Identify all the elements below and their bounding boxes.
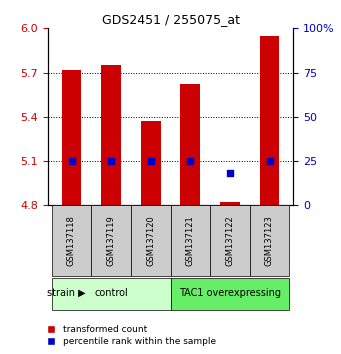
Bar: [52, 205, 91, 276]
Text: TAC1 overexpressing: TAC1 overexpressing: [179, 288, 281, 298]
Bar: [91, 205, 131, 276]
Bar: [170, 278, 289, 310]
Point: [148, 158, 153, 164]
Legend: transformed count, percentile rank within the sample: transformed count, percentile rank withi…: [39, 321, 220, 349]
Point: [108, 158, 114, 164]
Bar: [62, 70, 81, 205]
Text: GSM137120: GSM137120: [146, 215, 155, 266]
Text: control: control: [94, 288, 128, 298]
Bar: [250, 205, 289, 276]
Point: [267, 158, 272, 164]
Bar: [101, 65, 121, 205]
Point: [227, 171, 233, 176]
Title: GDS2451 / 255075_at: GDS2451 / 255075_at: [102, 13, 239, 26]
Bar: [52, 278, 170, 310]
Text: GSM137119: GSM137119: [107, 215, 116, 266]
Text: strain ▶: strain ▶: [47, 288, 86, 298]
Text: GSM137121: GSM137121: [186, 215, 195, 266]
Text: GSM137123: GSM137123: [265, 215, 274, 266]
Bar: [260, 36, 279, 205]
Point: [188, 158, 193, 164]
Text: GSM137122: GSM137122: [225, 215, 234, 266]
Bar: [180, 84, 200, 205]
Bar: [131, 205, 170, 276]
Text: GSM137118: GSM137118: [67, 215, 76, 266]
Bar: [141, 121, 161, 205]
Bar: [220, 202, 240, 205]
Point: [69, 158, 74, 164]
Bar: [210, 205, 250, 276]
Bar: [170, 205, 210, 276]
